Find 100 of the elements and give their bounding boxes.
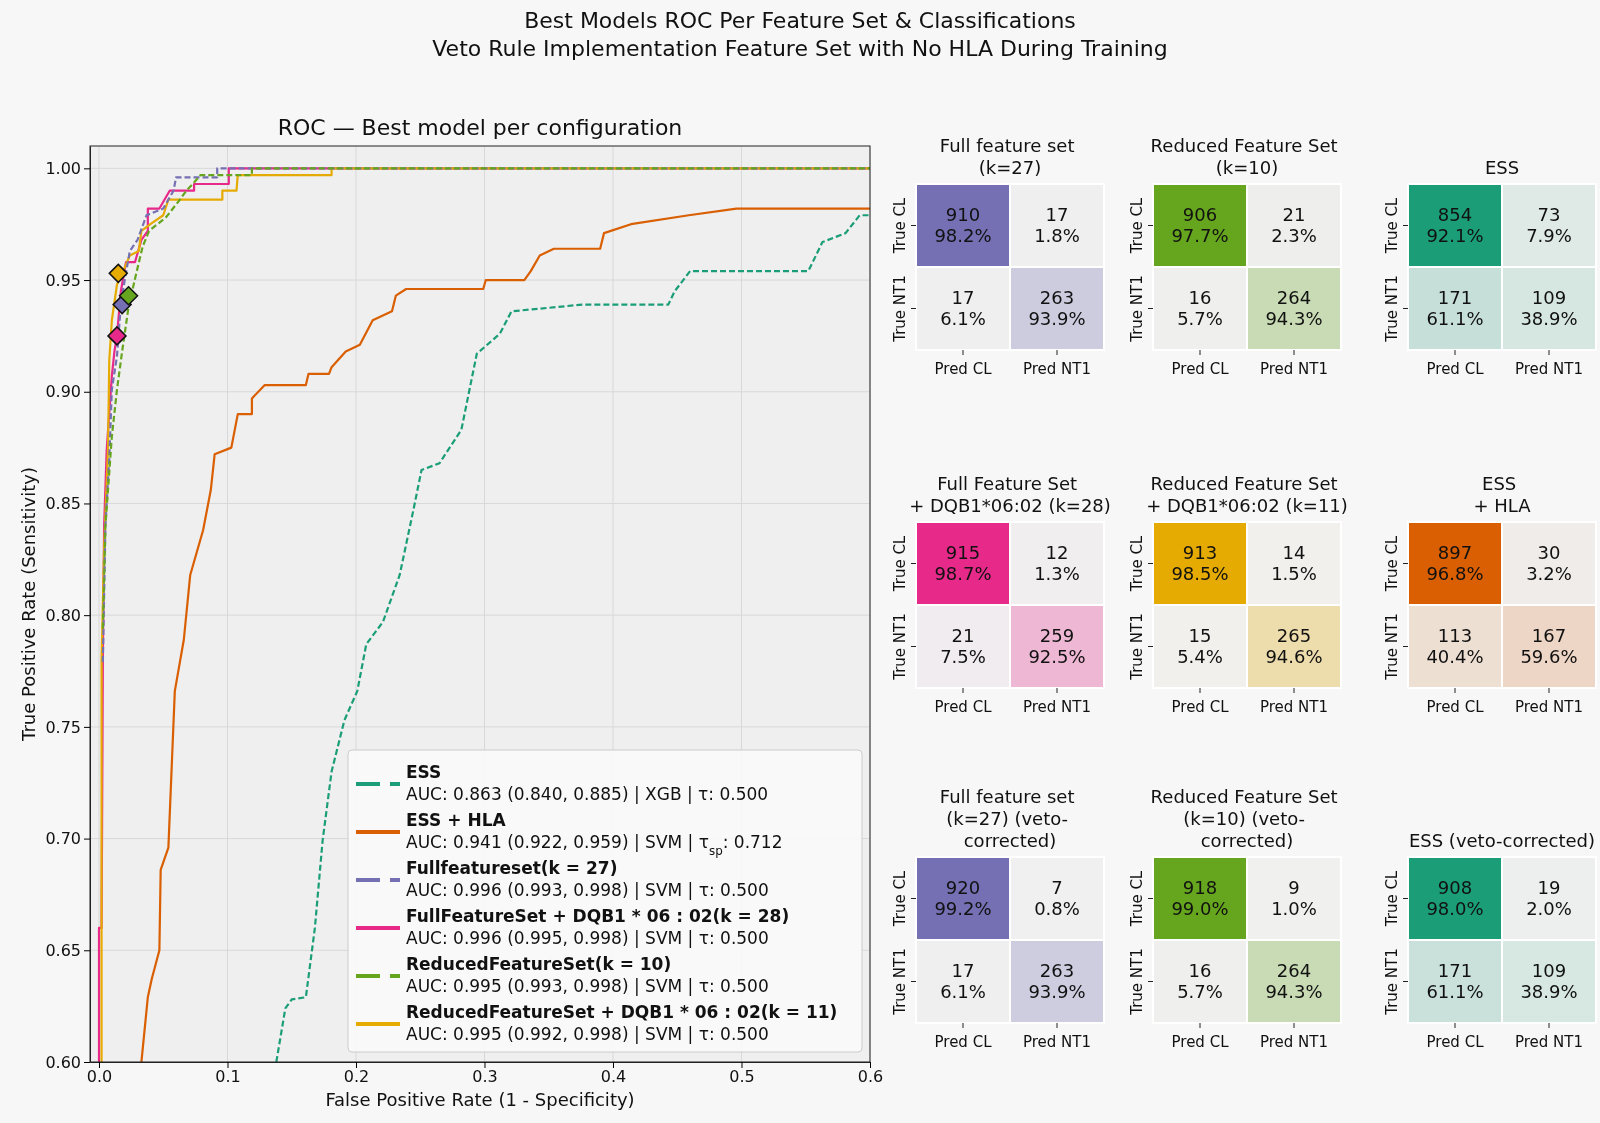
data-label: 109	[1531, 960, 1567, 981]
data-label: 9	[1288, 877, 1300, 898]
x-tick-label: Pred CL	[1171, 360, 1230, 378]
annotation: 94.3%	[1265, 308, 1323, 329]
x-tick-label: Pred NT1	[1022, 360, 1092, 378]
annotation: 92.5%	[1028, 646, 1086, 667]
annotation: 98.7%	[934, 563, 992, 584]
y-tick-label: True NT1	[1128, 613, 1146, 681]
annotation: 96.8%	[1426, 563, 1484, 584]
annotation: 61.1%	[1426, 981, 1484, 1002]
annotation: 5.7%	[1177, 981, 1223, 1002]
data-label: 264	[1276, 960, 1312, 981]
y-axis-title: True Positive Rate (Sensitivity)	[18, 467, 39, 742]
annotation: 6.1%	[940, 308, 986, 329]
annotation: 59.6%	[1520, 646, 1578, 667]
x-tick-label: 0.2	[343, 1067, 370, 1087]
y-tick-label: True CL	[1383, 870, 1401, 928]
chart-title: ROC — Best model per configuration	[277, 115, 683, 140]
x-tick-label: Pred CL	[1426, 1033, 1485, 1051]
data-label: 19	[1537, 877, 1561, 898]
annotation: 0.8%	[1034, 898, 1080, 919]
x-tick-label: Pred NT1	[1514, 1033, 1584, 1051]
annotation: 1.3%	[1034, 563, 1080, 584]
y-tick-label: True CL	[1383, 535, 1401, 593]
annotation: 1.0%	[1271, 898, 1317, 919]
y-tick-label: True NT1	[891, 275, 909, 343]
y-tick-label: True CL	[1128, 870, 1146, 928]
chart-title: ESS + HLA	[1473, 473, 1532, 516]
data-label: 17	[1045, 204, 1069, 225]
y-tick-label: 0.70	[45, 829, 81, 849]
y-tick-label: 0.65	[45, 940, 81, 960]
data-label: 16	[1188, 960, 1212, 981]
annotation: 2.0%	[1526, 898, 1572, 919]
annotation: 92.1%	[1426, 225, 1484, 246]
x-tick-label: 0.3	[472, 1067, 498, 1087]
x-tick-label: Pred NT1	[1259, 1033, 1329, 1051]
legend-label: FullFeatureSet + DQB1 * 06 : 02(k = 28) AUC: 0.996 (0.995, 0.998) | SVM | τ: 0.500	[406, 906, 790, 948]
x-tick-label: 0.6	[857, 1067, 884, 1087]
legend-label: Fullfeatureset(k = 27) AUC: 0.996 (0.993, 0.998) | SVM | τ: 0.500	[406, 858, 769, 900]
y-tick-label: True CL	[1128, 535, 1146, 593]
y-tick-label: True NT1	[891, 613, 909, 681]
legend-label: ReducedFeatureSet + DQB1 * 06 : 02(k = 11) AUC: 0.995 (0.992, 0.998) | SVM | τ: 0.500	[406, 1002, 838, 1044]
annotation: 98.0%	[1426, 898, 1484, 919]
annotation: 40.4%	[1426, 646, 1484, 667]
chart-title: ESS (veto-corrected)	[1408, 830, 1596, 851]
x-axis-title: False Positive Rate (1 - Specificity)	[325, 1089, 635, 1110]
annotation: 94.6%	[1265, 646, 1323, 667]
y-tick-label: True CL	[891, 535, 909, 593]
x-tick-label: 0.4	[600, 1067, 627, 1087]
data-label: 908	[1437, 877, 1473, 898]
annotation: 94.3%	[1265, 981, 1323, 1002]
chart-title: Reduced Feature Set (k=10) (veto- corrected)	[1150, 786, 1338, 851]
annotation: 6.1%	[940, 981, 986, 1002]
data-label: 171	[1437, 287, 1473, 308]
text: Best Models ROC Per Feature Set & Classifications	[524, 8, 1076, 33]
x-tick-label: 0.1	[215, 1067, 241, 1087]
annotation: 99.2%	[934, 898, 992, 919]
data-label: 920	[945, 877, 981, 898]
y-tick-label: 0.60	[45, 1052, 81, 1072]
annotation: 1.5%	[1271, 563, 1317, 584]
y-tick-label: True CL	[1383, 197, 1401, 255]
chart-title: Full feature set (k=27)	[939, 135, 1075, 178]
x-tick-label: Pred NT1	[1022, 1033, 1092, 1051]
annotation: 3.2%	[1526, 563, 1572, 584]
data-label: 264	[1276, 287, 1312, 308]
y-tick-label: 0.85	[45, 494, 81, 514]
x-tick-label: Pred NT1	[1259, 360, 1329, 378]
x-tick-label: Pred CL	[1171, 1033, 1230, 1051]
data-label: 259	[1039, 625, 1075, 646]
data-label: 16	[1188, 287, 1212, 308]
data-label: 17	[951, 960, 975, 981]
x-tick-label: Pred NT1	[1022, 698, 1092, 716]
y-tick-label: 0.95	[45, 270, 81, 290]
annotation: 1.8%	[1034, 225, 1080, 246]
annotation: 38.9%	[1520, 308, 1578, 329]
annotation: 98.2%	[934, 225, 992, 246]
annotation: 2.3%	[1271, 225, 1317, 246]
data-label: 897	[1437, 542, 1473, 563]
annotation: 7.9%	[1526, 225, 1572, 246]
data-label: 910	[945, 204, 981, 225]
annotation: 38.9%	[1520, 981, 1578, 1002]
x-tick-label: Pred NT1	[1514, 360, 1584, 378]
chart-title: Reduced Feature Set (k=10)	[1150, 135, 1338, 178]
x-tick-label: Pred CL	[1426, 698, 1485, 716]
legend-label: ESS AUC: 0.863 (0.840, 0.885) | XGB | τ: 0.500	[406, 762, 769, 804]
annotation: 99.0%	[1171, 898, 1229, 919]
y-tick-label: True NT1	[1128, 275, 1146, 343]
y-tick-label: 1.00	[45, 158, 81, 178]
y-tick-label: 0.90	[45, 382, 81, 402]
chart-title: Full feature set (k=27) (veto- corrected)	[939, 786, 1075, 851]
data-label: 918	[1182, 877, 1218, 898]
data-label: 15	[1188, 625, 1212, 646]
y-tick-label: 0.80	[45, 605, 81, 625]
legend-label: ESS + HLA AUC: 0.941 (0.922, 0.959) | SVM | τ$_{sp}$: 0.712	[406, 810, 783, 858]
data-label: 265	[1276, 625, 1312, 646]
chart-title: ESS	[1484, 157, 1520, 178]
y-tick-label: True NT1	[1383, 275, 1401, 343]
x-tick-label: Pred NT1	[1514, 698, 1584, 716]
y-tick-label: True NT1	[1128, 948, 1146, 1016]
data-label: 14	[1282, 542, 1306, 563]
